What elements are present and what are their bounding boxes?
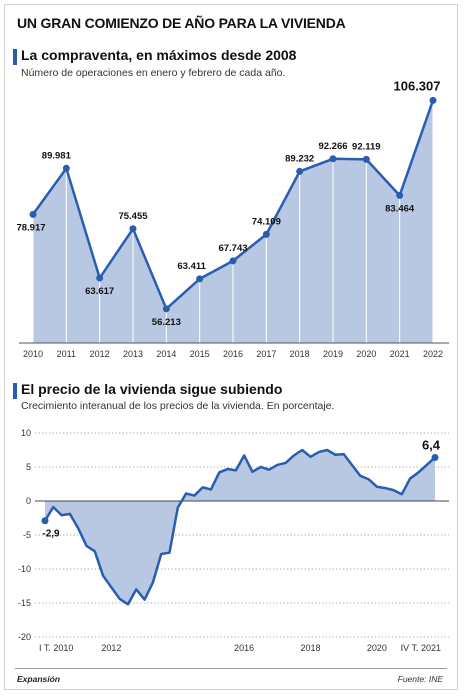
chart2-subtitle: Crecimiento interanual de los precios de… (21, 400, 335, 412)
chart1-data-label: 89.232 (285, 153, 314, 164)
chart1-accent-bar (13, 49, 17, 65)
chart1-data-label: 78.917 (16, 222, 45, 233)
chart1-point (129, 225, 137, 233)
chart2-start-point (41, 517, 49, 525)
chart1-plot: 78.917 89.981 63.617 75.455 56.213 63.411 67.7… (16, 78, 449, 359)
chart2-end-point (431, 453, 439, 461)
chart2-plot: 10 5 0 -5 -10 -15 -20 -2,9 6,4 I T. 2010 2012 2016 2… (18, 428, 449, 653)
chart2-x-tick-label: 2018 (301, 643, 321, 653)
chart2-y-tick-label: -20 (18, 632, 31, 642)
chart2-y-tick-label: 10 (21, 428, 31, 438)
chart1-x-tick-label: 2010 (23, 349, 43, 359)
chart1-title: La compraventa, en máximos desde 2008 (21, 47, 297, 63)
chart1-x-tick-label: 2019 (323, 349, 343, 359)
chart1-x-tick-label: 2016 (223, 349, 243, 359)
chart1-x-tick-label: 2012 (90, 349, 110, 359)
chart1-data-label: 92.119 (352, 141, 381, 152)
chart1-x-tick-label: 2011 (57, 349, 76, 359)
footer-source: Fuente: INE (397, 674, 443, 684)
chart2-x-tick-label: 2020 (367, 643, 387, 653)
chart1-point (329, 155, 337, 163)
chart1-point (362, 155, 370, 163)
chart1-data-label: 75.455 (118, 211, 148, 222)
chart1-x-tick-label: 2020 (356, 349, 376, 359)
chart1-data-label: 63.411 (177, 261, 206, 272)
chart2-y-tick-label: -10 (18, 564, 31, 574)
chart1-point (396, 191, 404, 199)
chart2-x-tick-label: I T. 2010 (39, 643, 73, 653)
chart1-point (62, 164, 70, 172)
chart1-subtitle: Número de operaciones en enero y febrero… (21, 67, 286, 79)
chart2-x-tick-label: IV T. 2021 (401, 643, 441, 653)
chart1-data-label: 74.109 (252, 216, 281, 227)
chart2-accent-bar (13, 383, 17, 399)
chart2-title: El precio de la vivienda sigue subiendo (21, 381, 283, 397)
chart2-x-tick-label: 2012 (101, 643, 121, 653)
chart1-point (429, 96, 437, 104)
chart1-data-label: 106.307 (394, 78, 441, 93)
chart1-data-label: 83.464 (385, 203, 415, 214)
chart2-y-tick-label: -5 (23, 530, 31, 540)
chart2-x-tick-label: 2016 (234, 643, 254, 653)
chart1-x-tick-label: 2015 (190, 349, 210, 359)
chart2-y-tick-label: 0 (26, 496, 31, 506)
chart1-data-label: 56.213 (152, 317, 181, 328)
chart1-point (296, 167, 304, 175)
chart1-x-tick-label: 2017 (256, 349, 276, 359)
chart1-point (162, 305, 170, 313)
chart2-y-tick-label: -15 (18, 598, 31, 608)
chart2-y-tick-label: 5 (26, 462, 31, 472)
chart1-data-label: 67.743 (218, 243, 247, 254)
chart2-area-fill (45, 450, 435, 605)
footer-divider (15, 668, 447, 669)
chart1-point (29, 210, 37, 218)
chart1-x-tick-label: 2018 (290, 349, 310, 359)
main-title: UN GRAN COMIENZO DE AÑO PARA LA VIVIENDA (17, 15, 346, 31)
chart1-data-label: 89.981 (42, 150, 72, 161)
chart1-data-label: 63.617 (85, 286, 114, 297)
chart2-start-label: -2,9 (42, 529, 60, 540)
chart1-x-tick-label: 2014 (156, 349, 176, 359)
footer-brand: Expansión (17, 674, 60, 684)
chart2-end-label: 6,4 (422, 437, 441, 452)
chart1-point (229, 257, 237, 265)
chart1-x-tick-label: 2022 (423, 349, 443, 359)
chart1-point (262, 230, 270, 238)
chart1-x-tick-label: 2013 (123, 349, 143, 359)
chart1-point (96, 274, 104, 282)
chart1-x-tick-label: 2021 (390, 349, 410, 359)
chart2-line (43, 448, 436, 606)
chart1-point (196, 275, 204, 283)
chart-frame: UN GRAN COMIENZO DE AÑO PARA LA VIVIENDA… (4, 4, 458, 690)
chart1-data-label: 92.266 (318, 141, 347, 152)
